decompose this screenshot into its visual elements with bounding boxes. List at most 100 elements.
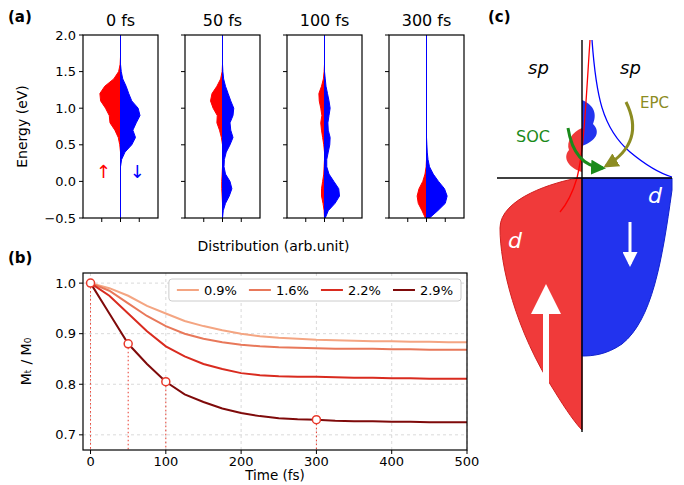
y-tick-label: 1.0 — [55, 276, 76, 291]
legend-label: 1.6% — [276, 283, 309, 298]
x-tick-label: 0 — [86, 454, 94, 469]
x-tick — [101, 218, 102, 222]
distribution-area — [223, 35, 234, 218]
y-tick — [79, 218, 83, 219]
legend-label: 2.2% — [348, 283, 381, 298]
d-band-down — [582, 178, 672, 356]
drop-line — [165, 382, 166, 450]
y-tick — [79, 181, 83, 182]
y-tick — [385, 218, 389, 219]
x-tick-label: 400 — [379, 454, 404, 469]
x-tick — [343, 218, 344, 222]
legend-swatch — [321, 289, 343, 291]
marker — [312, 416, 320, 424]
marker — [162, 378, 170, 386]
y-tick — [283, 218, 287, 219]
y-tick — [79, 35, 83, 36]
y-tick — [283, 35, 287, 36]
x-tick — [407, 218, 408, 222]
plot-area — [319, 35, 340, 218]
figure: −0.50.00.51.01.52.00 fs(a)Energy (eV)Dis… — [0, 0, 684, 485]
soc-arrow — [568, 128, 603, 168]
x-tick — [203, 218, 204, 222]
x-axis-title: Time (fs) — [244, 467, 305, 483]
y-tick-label: 0.5 — [55, 137, 76, 152]
y-tick-label: 2.0 — [55, 28, 76, 43]
panel-title: 0 fs — [106, 11, 135, 30]
panel-title: 50 fs — [203, 11, 242, 30]
y-tick — [79, 108, 83, 109]
spin-arrow-label: ↓ — [130, 161, 145, 182]
drop-line — [128, 344, 129, 450]
legend: 0.9% 1.6% 2.2% 2.9% — [169, 279, 461, 301]
y-tick — [79, 71, 83, 72]
y-tick-label: 0.9 — [55, 326, 76, 341]
y-tick — [79, 144, 83, 145]
y-tick-label: 1.0 — [55, 101, 76, 116]
process-label: SOC — [516, 127, 550, 146]
legend-swatch — [249, 289, 271, 291]
x-tick-label: 300 — [304, 454, 329, 469]
y-tick — [385, 35, 389, 36]
y-tick — [181, 181, 185, 182]
y-tick — [181, 71, 185, 72]
x-tick — [445, 218, 446, 222]
grid-line — [83, 384, 467, 385]
grid-line — [90, 273, 91, 450]
x-tick — [222, 218, 223, 222]
x-tick-label: 100 — [153, 454, 178, 469]
legend-swatch — [393, 289, 415, 291]
frame — [185, 35, 260, 218]
frame — [83, 273, 467, 450]
plot-area — [211, 35, 234, 218]
panel-letter: (b) — [8, 249, 32, 267]
y-tick — [181, 218, 185, 219]
process-label: EPC — [640, 94, 669, 112]
distribution-area — [325, 35, 340, 218]
y-tick — [385, 108, 389, 109]
x-tick — [305, 218, 306, 222]
y-tick-label: 0.8 — [55, 377, 76, 392]
panel-title: 100 fs — [300, 11, 350, 30]
band-label: sp — [528, 57, 549, 78]
sp-band-up — [560, 40, 590, 212]
frame — [83, 35, 158, 218]
y-tick-label: 1.5 — [55, 64, 76, 79]
plot-area — [87, 279, 467, 450]
band-label: d — [508, 228, 523, 253]
y-axis-title: Mₜ / M₀ — [18, 337, 34, 385]
panel-letter: (c) — [488, 8, 511, 26]
x-tick — [241, 218, 242, 222]
y-tick-label: 0.7 — [55, 427, 76, 442]
y-tick — [181, 108, 185, 109]
spin-arrow-label: ↑ — [96, 161, 111, 182]
band-label: sp — [620, 57, 641, 78]
frame — [287, 35, 362, 218]
y-tick-label: 0.0 — [55, 174, 76, 189]
panel-letter: (a) — [8, 8, 32, 26]
panel-title: 300 fs — [402, 11, 452, 30]
marker — [124, 340, 132, 348]
legend-label: 0.9% — [204, 283, 237, 298]
distribution-area — [100, 35, 121, 218]
band-label: d — [648, 183, 663, 208]
distribution-area — [121, 35, 141, 218]
d-band-up — [500, 178, 582, 430]
grid-line — [83, 434, 467, 435]
y-tick-label: −0.5 — [44, 211, 76, 226]
x-tick — [139, 218, 140, 222]
plot-area — [100, 35, 140, 218]
distribution-area — [417, 35, 426, 218]
y-tick — [283, 108, 287, 109]
distribution-area — [427, 35, 448, 218]
y-tick — [385, 144, 389, 145]
distribution-area — [211, 35, 223, 218]
sp-band-down — [592, 40, 672, 177]
y-tick — [181, 35, 185, 36]
y-tick — [385, 71, 389, 72]
epc-arrow — [606, 102, 633, 166]
legend-label: 2.9% — [420, 283, 453, 298]
x-tick — [120, 218, 121, 222]
grid-line — [165, 273, 166, 450]
y-axis-title: Energy (eV) — [14, 85, 30, 168]
